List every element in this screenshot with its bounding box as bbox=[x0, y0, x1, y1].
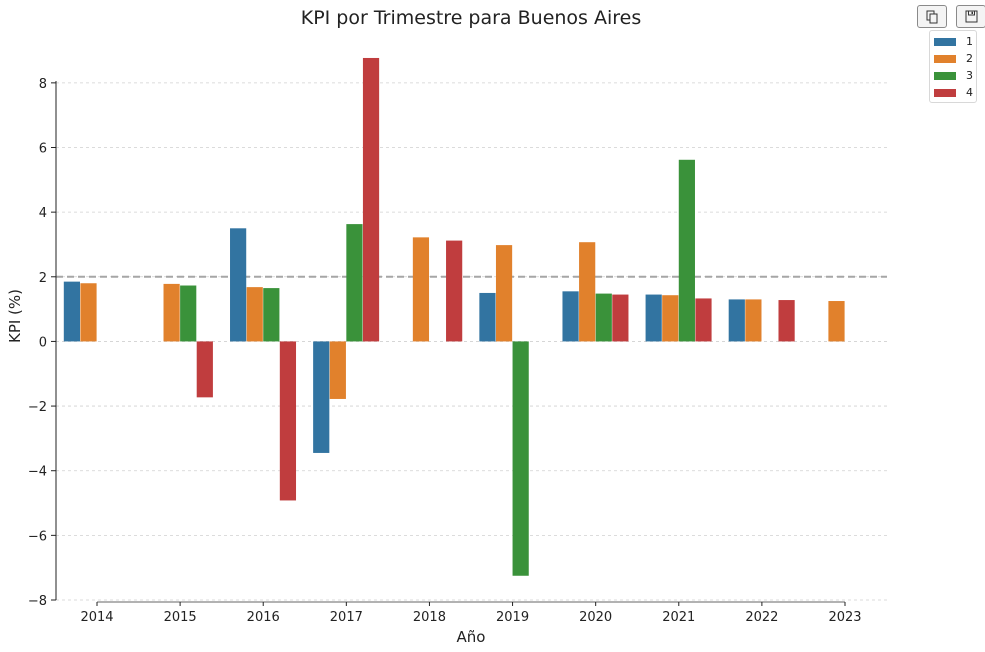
bar-series-2-2023 bbox=[828, 301, 845, 342]
legend: 1 2 3 4 bbox=[929, 30, 977, 103]
bar-series-2-2021 bbox=[662, 295, 679, 342]
y-tick-label: −4 bbox=[28, 465, 47, 480]
bar-series-1-2019 bbox=[479, 292, 496, 342]
bar-series-3-2019 bbox=[512, 341, 529, 576]
bar-series-1-2021 bbox=[645, 294, 662, 342]
bar-series-4-2015 bbox=[196, 341, 213, 398]
bar-series-2-2019 bbox=[495, 245, 513, 342]
y-tick-label: 4 bbox=[39, 206, 47, 221]
bar-series-3-2021 bbox=[678, 159, 695, 342]
legend-label: 3 bbox=[966, 69, 973, 82]
y-tick-label: −2 bbox=[28, 400, 47, 415]
bar-series-2-2020 bbox=[579, 242, 596, 342]
bars bbox=[63, 57, 845, 576]
bar-series-3-2016 bbox=[263, 288, 280, 342]
bar-series-4-2016 bbox=[279, 341, 297, 501]
bar-series-1-2014 bbox=[63, 281, 80, 342]
legend-swatch bbox=[934, 72, 956, 80]
bar-series-2-2015 bbox=[163, 283, 180, 342]
y-axis-label: KPI (%) bbox=[6, 289, 24, 343]
y-tick-label: −8 bbox=[28, 594, 47, 609]
bar-series-1-2020 bbox=[562, 291, 579, 342]
x-tick-label: 2018 bbox=[413, 610, 446, 625]
save-icon bbox=[965, 10, 978, 23]
bar-series-1-2017 bbox=[313, 341, 330, 453]
copy-icon bbox=[926, 10, 938, 24]
y-tick-label: 6 bbox=[39, 142, 47, 157]
bar-series-2-2014 bbox=[80, 283, 97, 342]
legend-label: 4 bbox=[966, 86, 973, 99]
legend-label: 2 bbox=[966, 52, 973, 65]
bar-series-4-2021 bbox=[695, 298, 712, 342]
bar-series-3-2015 bbox=[180, 285, 197, 342]
x-axis-label: Año bbox=[457, 628, 486, 646]
chart-title: KPI por Trimestre para Buenos Aires bbox=[301, 7, 642, 29]
x-tick-label: 2017 bbox=[330, 610, 363, 625]
y-tick-label: −6 bbox=[28, 529, 47, 544]
x-tick-label: 2014 bbox=[80, 610, 113, 625]
bar-series-4-2017 bbox=[362, 57, 380, 342]
bar-series-4-2018 bbox=[446, 240, 463, 342]
y-tick-label: 8 bbox=[39, 77, 47, 92]
bar-series-2-2016 bbox=[246, 287, 263, 342]
bar-series-2-2022 bbox=[745, 299, 762, 342]
x-tick-label: 2021 bbox=[662, 610, 695, 625]
copy-button[interactable] bbox=[917, 5, 947, 28]
x-tick-label: 2016 bbox=[247, 610, 280, 625]
x-tick-label: 2022 bbox=[745, 610, 778, 625]
y-tick-label: 0 bbox=[39, 335, 47, 350]
save-button[interactable] bbox=[956, 5, 985, 28]
legend-label: 1 bbox=[966, 35, 973, 48]
axes: 8 6 4 2 0 −2 −4 −6 −8 2014 2015 2016 2017 2018 2019 202… bbox=[28, 77, 862, 625]
x-tick-label: 2019 bbox=[496, 610, 529, 625]
legend-swatch bbox=[934, 55, 956, 63]
bar-series-4-2020 bbox=[612, 294, 629, 342]
bar-series-1-2016 bbox=[230, 228, 247, 342]
legend-swatch bbox=[934, 38, 956, 46]
bar-series-3-2017 bbox=[346, 224, 363, 342]
x-tick-label: 2023 bbox=[828, 610, 861, 625]
bar-series-4-2022 bbox=[778, 300, 795, 342]
bar-series-2-2017 bbox=[329, 341, 346, 399]
bar-series-1-2022 bbox=[728, 299, 745, 342]
legend-swatch bbox=[934, 89, 956, 97]
bar-series-2-2018 bbox=[412, 237, 430, 342]
y-tick-label: 2 bbox=[39, 271, 47, 286]
x-tick-label: 2015 bbox=[164, 610, 197, 625]
bar-series-3-2020 bbox=[595, 293, 612, 342]
x-tick-label: 2020 bbox=[579, 610, 612, 625]
